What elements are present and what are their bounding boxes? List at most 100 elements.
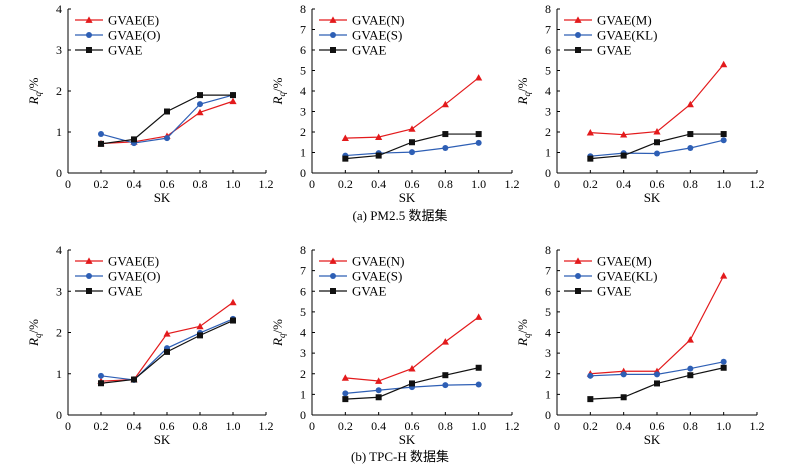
data-point: [475, 364, 482, 371]
x-tick-label: 0.2: [338, 177, 353, 191]
y-tick-label: 4: [56, 2, 62, 16]
y-tick-label: 2: [545, 125, 551, 139]
data-point: [654, 380, 660, 387]
data-point: [98, 372, 104, 379]
y-tick-label: 3: [56, 284, 62, 298]
data-point: [98, 380, 104, 387]
data-point: [98, 131, 104, 138]
x-tick-label: 0.6: [405, 177, 420, 191]
data-point: [441, 338, 449, 345]
legend-marker: [330, 47, 336, 53]
data-point: [654, 150, 660, 157]
data-point: [409, 139, 415, 146]
x-tick-label: 0.4: [616, 419, 631, 433]
y-tick-label: 6: [545, 43, 551, 57]
x-tick-label: 0: [309, 419, 315, 433]
y-tick-label: 3: [545, 346, 551, 360]
data-point: [342, 396, 349, 403]
y-tick-label: 2: [56, 326, 62, 340]
x-tick-label: 1.0: [716, 177, 731, 191]
legend-label: GVAE(E): [108, 254, 159, 269]
y-tick-label: 0: [300, 166, 306, 180]
data-point: [164, 108, 170, 115]
x-tick-label: 0.6: [160, 419, 175, 433]
y-tick-label: 3: [545, 105, 551, 119]
data-point: [342, 155, 349, 162]
x-tick-label: 0.6: [650, 177, 665, 191]
data-point: [720, 60, 728, 68]
legend-label: GVAE(M): [597, 254, 652, 269]
y-tick-label: 0: [545, 166, 551, 180]
legend-label: GVAE(N): [352, 13, 404, 28]
data-point: [720, 131, 727, 138]
legend-label: GVAE(KL): [597, 28, 657, 43]
x-tick-label: 0.2: [583, 419, 598, 433]
x-tick-label: 0.8: [683, 177, 698, 191]
data-point: [687, 365, 694, 372]
data-point: [408, 364, 416, 372]
y-axis-label: Rq/%: [26, 319, 43, 347]
y-tick-label: 8: [545, 2, 551, 16]
data-point: [653, 127, 661, 135]
data-point: [342, 390, 349, 397]
y-tick-label: 2: [56, 84, 62, 98]
y-tick-label: 1: [545, 387, 551, 401]
legend-label: GVAE: [352, 43, 386, 58]
legend-label: GVAE: [352, 284, 386, 299]
x-axis-label: SK: [154, 432, 171, 447]
data-point: [375, 133, 383, 141]
data-point: [375, 377, 383, 384]
x-tick-label: 1.0: [471, 419, 486, 433]
legend-marker: [330, 273, 336, 279]
x-axis-label: SK: [154, 190, 171, 205]
legend-label: GVAE(KL): [597, 269, 657, 284]
y-tick-label: 5: [300, 305, 306, 319]
data-point: [131, 136, 137, 143]
x-tick-label: 1.2: [505, 419, 520, 433]
x-tick-label: 0: [554, 419, 560, 433]
x-tick-label: 0.8: [193, 177, 208, 191]
data-point: [230, 317, 236, 324]
x-tick-label: 1.2: [750, 419, 765, 433]
legend-marker: [575, 47, 581, 53]
legend-label: GVAE: [108, 43, 142, 58]
x-tick-label: 0: [65, 419, 71, 433]
y-tick-label: 1: [300, 146, 306, 160]
y-tick-label: 0: [56, 166, 62, 180]
legend-label: GVAE(S): [352, 28, 402, 43]
y-tick-label: 0: [300, 408, 306, 422]
data-point: [341, 374, 349, 381]
x-tick-label: 0.6: [650, 419, 665, 433]
y-tick-label: 3: [300, 105, 306, 119]
x-tick-label: 0.4: [127, 177, 142, 191]
data-point: [442, 131, 449, 138]
y-tick-label: 4: [300, 84, 306, 98]
y-tick-label: 3: [56, 43, 62, 57]
data-point: [163, 330, 171, 337]
legend-marker: [574, 16, 582, 23]
x-axis-label: SK: [644, 432, 661, 447]
data-point: [620, 152, 627, 159]
data-point: [475, 139, 482, 146]
x-tick-label: 0.8: [438, 419, 453, 433]
data-point: [229, 298, 237, 306]
y-axis-label: Rq/%: [270, 319, 287, 347]
data-point: [686, 336, 694, 343]
data-point: [654, 139, 660, 146]
x-tick-label: 0.4: [371, 419, 386, 433]
y-axis-label: Rq/%: [26, 77, 43, 105]
y-tick-label: 4: [545, 84, 551, 98]
data-point: [164, 348, 170, 355]
x-tick-label: 1.2: [259, 177, 274, 191]
data-point: [442, 144, 449, 151]
series-line-1: [100, 301, 234, 382]
x-tick-label: 0.2: [583, 177, 598, 191]
y-tick-label: 2: [300, 125, 306, 139]
x-tick-label: 1.2: [750, 177, 765, 191]
chart-panel-6: 0 1 2 3 4 5 6 7 8 0 0.2 0.4 0.6 0.8 1.0 1.2 SK Rq/% GVAE(M…: [515, 243, 765, 447]
y-tick-label: 8: [300, 243, 306, 257]
data-point: [687, 131, 694, 138]
data-point: [687, 144, 694, 151]
x-tick-label: 0.6: [405, 419, 420, 433]
data-point: [720, 364, 727, 371]
